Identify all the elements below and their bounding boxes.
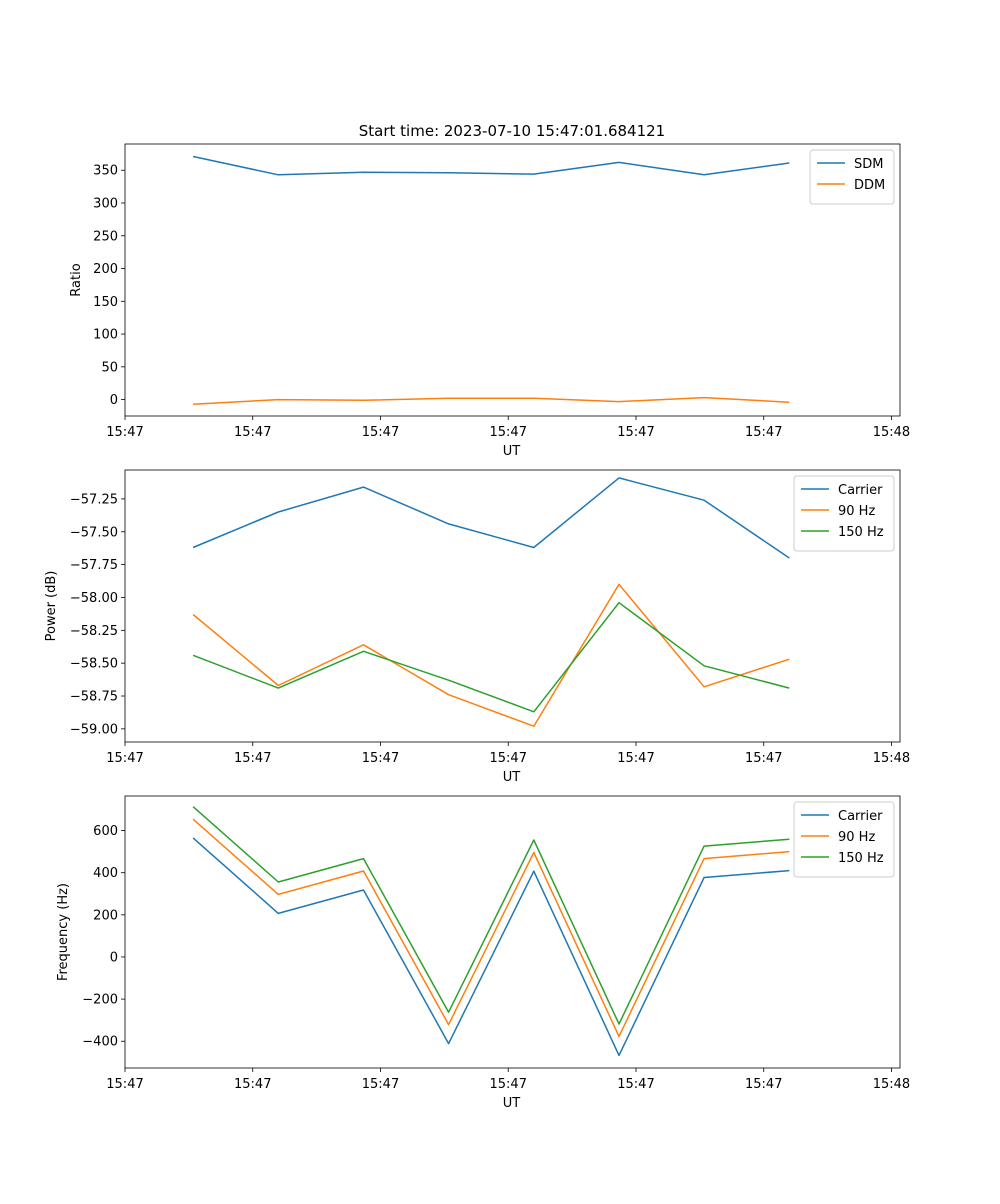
x-axis-label: UT [503,444,521,459]
legend-label: 150 Hz [838,525,884,540]
legend: Carrier 90 Hz 150 Hz [793,475,895,552]
y-tick-label: −58.50 [70,657,118,672]
y-tick-label: −400 [82,1035,118,1050]
x-tick-label: 15:47 [490,751,527,766]
x-tick-label: 15:47 [362,425,399,440]
y-tick-label: −57.25 [70,492,118,507]
y-tick-label: 50 [101,360,118,375]
x-axis-label: UT [503,770,521,785]
y-tick-label: 0 [110,393,118,408]
axes-frame [124,795,901,1069]
legend-label: Carrier [838,809,883,824]
chart-panel-2: 15:47 15:47 15:47 15:47 15:47 15:47 15:48 −59.0… [44,469,910,785]
x-tick-label: 15:47 [362,1077,399,1092]
legend-label: SDM [854,157,883,172]
legend: Carrier 90 Hz 150 Hz [793,801,895,878]
legend-label: Carrier [838,483,883,498]
series-line-150-hz [192,601,790,713]
x-tick-label: 15:47 [490,1077,527,1092]
legend: SDM DDM [809,149,895,205]
x-tick-label: 15:48 [873,425,910,440]
x-axis-label: UT [503,1096,521,1111]
y-tick-label: −58.00 [70,591,118,606]
x-tick-label: 15:47 [106,1077,143,1092]
x-tick-label: 15:47 [617,1077,654,1092]
x-tick-label: 15:47 [362,751,399,766]
x-tick-label: 15:47 [745,425,782,440]
chart-panel-3: 15:47 15:47 15:47 15:47 15:47 15:47 15:48 −400 −… [56,795,910,1111]
x-tick-label: 15:47 [745,1077,782,1092]
series-line-carrier [192,837,790,1057]
x-tick-label: 15:47 [234,1077,271,1092]
x-tick-label: 15:47 [106,425,143,440]
y-tick-label: 200 [93,262,118,277]
y-tick-label: 100 [93,328,118,343]
y-axis-label: Frequency (Hz) [56,883,71,981]
x-tick-label: 15:47 [617,751,654,766]
y-tick-label: 400 [93,866,118,881]
y-tick-label: 250 [93,229,118,244]
y-tick-label: 0 [110,950,118,965]
x-tick-label: 15:47 [106,751,143,766]
x-tick-label: 15:47 [490,425,527,440]
series-line-90-hz [192,583,790,727]
y-tick-label: 150 [93,295,118,310]
y-tick-label: 600 [93,824,118,839]
y-tick-label: −57.50 [70,525,118,540]
y-tick-label: −57.75 [70,558,118,573]
chart-panel-1: 15:47 15:47 15:47 15:47 15:47 15:47 15:48 0 50 10… [69,143,910,459]
legend-box [793,801,895,878]
y-axis-label: Power (dB) [44,571,59,642]
legend-label: 90 Hz [838,504,875,519]
series-line-150-hz [192,806,790,1025]
legend-label: 90 Hz [838,830,875,845]
legend-label: 150 Hz [838,851,884,866]
series-line-sdm [192,155,790,176]
y-tick-label: 200 [93,908,118,923]
y-tick-label: 300 [93,196,118,211]
legend-label: DDM [854,178,885,193]
figure-title: Start time: 2023-07-10 15:47:01.684121 [359,122,665,140]
y-tick-label: −200 [82,993,118,1008]
axes-frame [124,143,901,417]
y-tick-label: −58.75 [70,690,118,705]
x-tick-label: 15:47 [234,425,271,440]
x-tick-label: 15:48 [873,751,910,766]
series-line-carrier [192,477,790,559]
axes-frame [124,469,901,743]
x-tick-label: 15:47 [234,751,271,766]
x-tick-label: 15:47 [745,751,782,766]
y-tick-label: 350 [93,164,118,179]
x-tick-label: 15:48 [873,1077,910,1092]
series-line-ddm [193,396,790,405]
x-tick-label: 15:47 [617,425,654,440]
y-tick-label: −58.25 [70,624,118,639]
legend-box [793,475,895,552]
y-tick-label: −59.00 [70,722,118,737]
series-line-90-hz [192,818,790,1038]
y-axis-label: Ratio [69,263,84,296]
